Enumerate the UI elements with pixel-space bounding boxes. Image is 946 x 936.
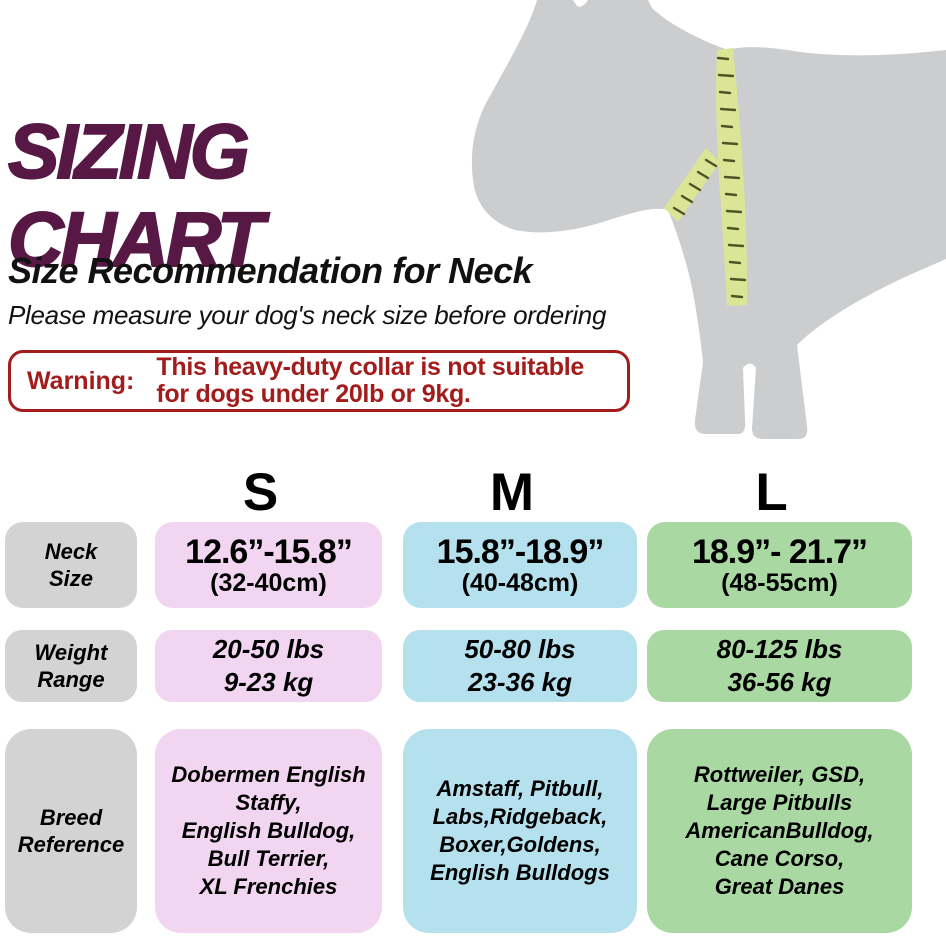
cell-neck-size-m: 15.8”-18.9” (40-48cm) xyxy=(403,522,637,608)
warning-message: This heavy-duty collar is not suitable f… xyxy=(156,353,584,408)
warning-label: Warning: xyxy=(27,366,135,395)
weight-range-s-value: 20-50 lbs 9-23 kg xyxy=(212,634,325,697)
measuring-tape-graphic xyxy=(664,48,748,306)
measure-instruction-text: Please measure your dog's neck size befo… xyxy=(8,300,607,330)
neck-size-s-inches: 12.6”-15.8” xyxy=(185,533,353,571)
dog-silhouette-image xyxy=(466,0,946,445)
dog-body-shape xyxy=(471,0,946,439)
cell-breed-reference-s: Dobermen English Staffy, English Bulldog… xyxy=(155,729,382,933)
cell-breed-reference-m: Amstaff, Pitbull, Labs,Ridgeback, Boxer,… xyxy=(403,729,637,933)
subtitle: Size Recommendation for Neck xyxy=(8,250,533,291)
weight-range-l-value: 80-125 lbs 36-56 kg xyxy=(716,634,843,697)
row-header-breed-reference: Breed Reference xyxy=(5,729,137,933)
row-header-weight-range: Weight Range xyxy=(5,630,137,702)
neck-size-s-cm: (32-40cm) xyxy=(210,569,327,597)
breed-reference-s-value: Dobermen English Staffy, English Bulldog… xyxy=(171,762,366,899)
row-header-weight-range-label: Weight Range xyxy=(34,640,108,692)
breed-reference-m-value: Amstaff, Pitbull, Labs,Ridgeback, Boxer,… xyxy=(430,776,610,885)
row-header-breed-reference-label: Breed Reference xyxy=(17,805,125,857)
neck-size-l-cm: (48-55cm) xyxy=(721,569,838,597)
column-letter-l: L xyxy=(755,463,788,522)
row-header-neck-size-label: Neck Size xyxy=(44,539,98,591)
cell-neck-size-l: 18.9”- 21.7” (48-55cm) xyxy=(647,522,912,608)
cell-neck-size-s: 12.6”-15.8” (32-40cm) xyxy=(155,522,382,608)
page-title-line-1: SIZING xyxy=(7,108,251,196)
column-letter-s: S xyxy=(242,463,279,522)
breed-reference-l-value: Rottweiler, GSD, Large Pitbulls American… xyxy=(685,762,874,899)
cell-breed-reference-l: Rottweiler, GSD, Large Pitbulls American… xyxy=(647,729,912,933)
neck-size-m-inches: 15.8”-18.9” xyxy=(436,533,605,571)
cell-weight-range-l: 80-125 lbs 36-56 kg xyxy=(647,630,912,702)
page-title-line-2: CHART xyxy=(7,196,265,284)
page-title: SIZING CHART xyxy=(7,108,265,284)
dog-silhouette-svg xyxy=(471,0,946,439)
neck-size-l-inches: 18.9”- 21.7” xyxy=(691,533,868,571)
cell-weight-range-s: 20-50 lbs 9-23 kg xyxy=(155,630,382,702)
cell-weight-range-m: 50-80 lbs 23-36 kg xyxy=(403,630,637,702)
warning-box: Warning: This heavy-duty collar is not s… xyxy=(8,350,630,412)
column-letter-m: M xyxy=(489,463,535,522)
neck-size-m-cm: (40-48cm) xyxy=(461,569,579,597)
weight-range-m-value: 50-80 lbs 23-36 kg xyxy=(464,634,576,697)
row-header-neck-size: Neck Size xyxy=(5,522,137,608)
